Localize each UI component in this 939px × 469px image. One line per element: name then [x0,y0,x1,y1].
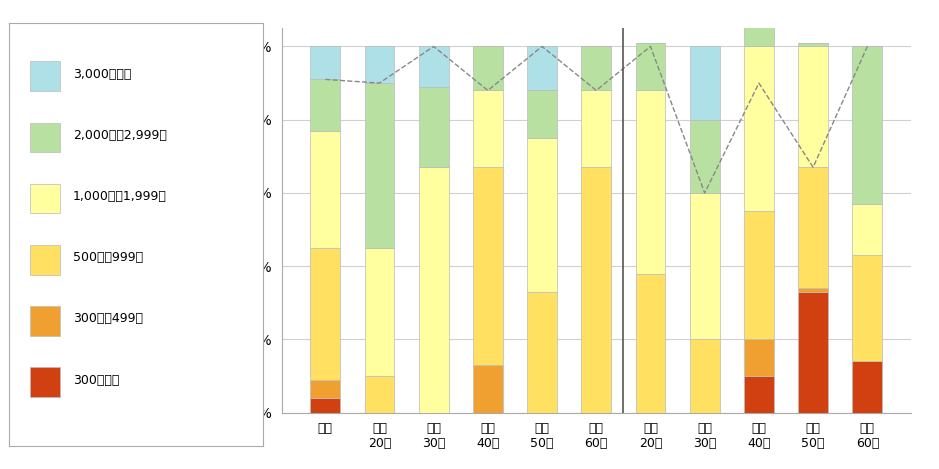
Bar [636,43,666,91]
Text: 1,000円～1,999円: 1,000円～1,999円 [73,190,166,203]
Bar [581,46,611,91]
Bar [310,131,340,248]
Bar [636,91,666,273]
Bar [473,91,502,167]
Bar [798,167,828,288]
Bar [527,91,557,138]
FancyBboxPatch shape [30,245,60,274]
Bar [527,46,557,91]
Text: 2,000円～2,999円: 2,000円～2,999円 [73,129,166,142]
Bar [636,273,666,413]
FancyBboxPatch shape [30,123,60,152]
Bar [744,376,774,413]
Text: 300円～499円: 300円～499円 [73,312,143,325]
Bar [310,79,340,131]
Bar [581,91,611,167]
Bar [527,292,557,413]
Bar [690,193,719,340]
Bar [364,376,394,413]
Bar [364,248,394,376]
Bar [310,248,340,380]
Bar [798,288,828,292]
Bar [419,46,449,87]
Bar [364,46,394,83]
Bar [690,46,719,120]
Bar [690,120,719,193]
Bar [310,398,340,413]
Bar [853,255,883,362]
Bar [798,43,828,46]
Text: 300円未満: 300円未満 [73,374,119,386]
Bar [744,340,774,376]
Bar [744,211,774,340]
Bar [744,0,774,46]
FancyBboxPatch shape [30,184,60,213]
Bar [798,46,828,167]
FancyBboxPatch shape [30,368,60,397]
Bar [473,46,502,91]
FancyBboxPatch shape [30,306,60,336]
Bar [310,46,340,79]
Bar [473,365,502,413]
Bar [310,380,340,398]
Bar [853,46,883,204]
Bar [690,340,719,413]
Bar [798,292,828,413]
Bar [364,83,394,248]
Bar [853,204,883,255]
Bar [419,167,449,413]
Text: 3,000円以上: 3,000円以上 [73,68,131,81]
Bar [853,362,883,413]
Bar [473,167,502,365]
Bar [527,138,557,292]
FancyBboxPatch shape [30,61,60,91]
Bar [581,167,611,413]
Text: 500円～999円: 500円～999円 [73,251,143,264]
Bar [744,46,774,211]
Bar [419,87,449,167]
